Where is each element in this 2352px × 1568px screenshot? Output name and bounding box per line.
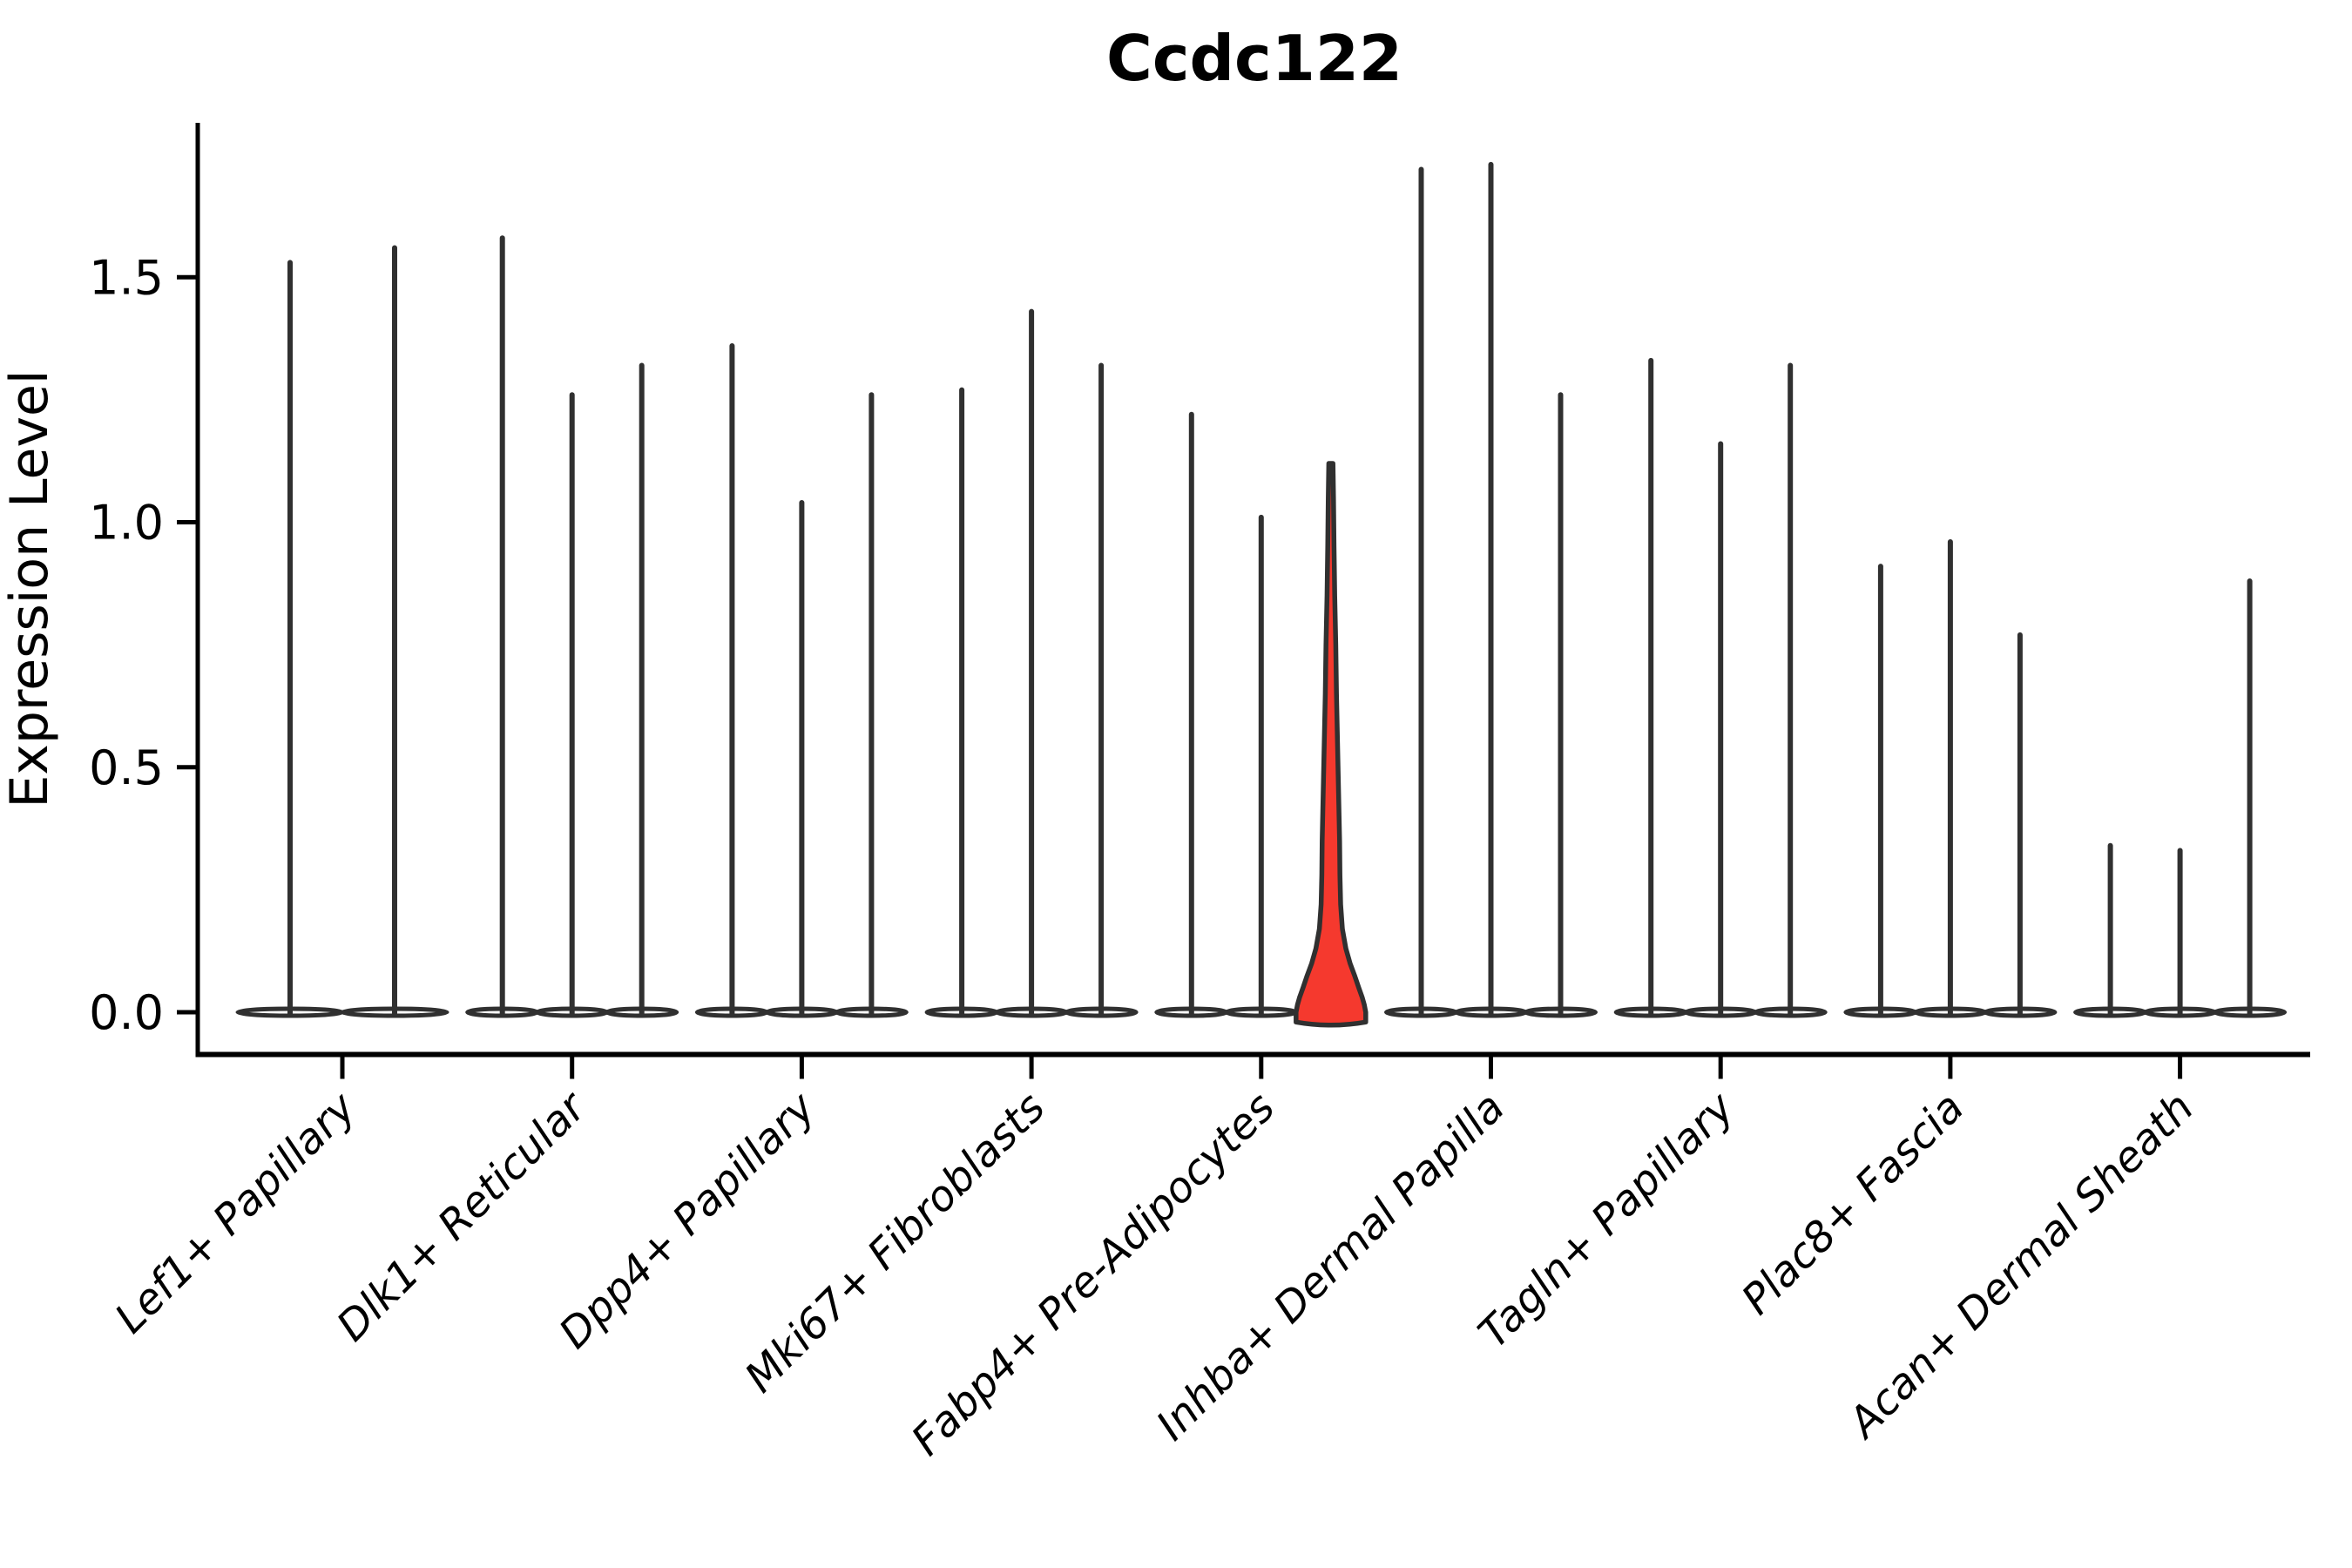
- y-tick-label: 0.0: [89, 985, 164, 1040]
- chart-title: Ccdc122: [1106, 22, 1402, 95]
- highlighted-violin: [1294, 461, 1369, 1028]
- x-tick-label: Lef1+ Papillary: [105, 1083, 366, 1343]
- y-axis-label: Expression Level: [0, 369, 60, 808]
- y-tick-label: 1.0: [89, 496, 164, 551]
- x-tick-label: Tagln+ Papillary: [1469, 1083, 1744, 1358]
- y-tick-label: 1.5: [89, 250, 164, 305]
- y-tick-label: 0.5: [89, 740, 164, 795]
- x-tick-label: Dlk1+ Reticular: [328, 1081, 598, 1351]
- x-tick-label: Plac8+ Fascia: [1733, 1083, 1974, 1324]
- x-tick-label: Dpp4+ Papillary: [550, 1083, 825, 1358]
- x-tick-label: Fabp4+ Pre-Adipocytes: [902, 1083, 1285, 1465]
